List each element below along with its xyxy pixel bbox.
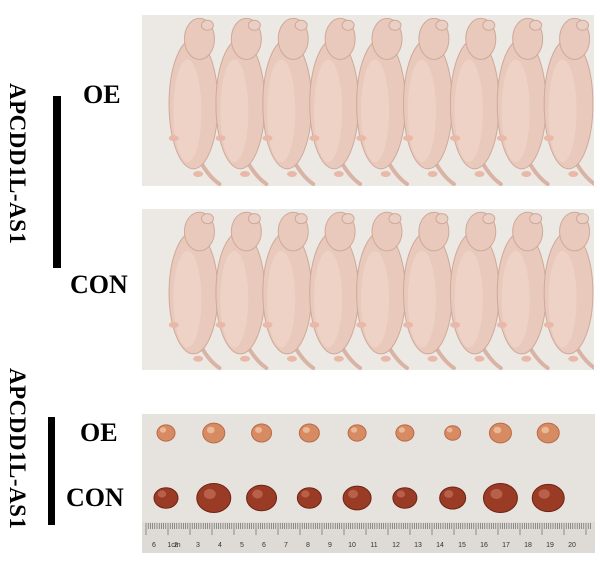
bottom-group-bar [48, 417, 55, 525]
top-con-label: CON [70, 270, 128, 299]
con-mouse-6 [403, 211, 456, 370]
bottom-con-label: CON [66, 483, 124, 512]
oe-mouse-7 [449, 17, 503, 186]
ruler-number: 11 [370, 542, 377, 549]
ruler-number: 19 [546, 542, 554, 549]
oe-mouse-5 [356, 17, 409, 186]
oe-tumor-1 [156, 424, 176, 442]
top-group-bar [53, 96, 61, 268]
con-mouse-3 [262, 211, 316, 370]
con-mouse-8 [496, 211, 550, 370]
oe-mice-photo [142, 15, 594, 186]
ruler-number: 14 [436, 542, 444, 549]
ruler-number: 18 [524, 542, 532, 549]
ruler-number: 2 [174, 542, 178, 549]
con-tumor-5 [342, 485, 372, 511]
con-mouse-2 [215, 211, 269, 370]
con-tumor-8 [482, 483, 518, 513]
tumors-photo: 6 1cm 2 3 4 5 6 7 8 9 10 11 12 13 14 15 16 17 18 19 20 [142, 414, 595, 553]
ruler-number: 15 [458, 542, 466, 549]
ruler-number: 5 [240, 542, 244, 549]
oe-mouse-6 [403, 17, 456, 186]
ruler-number: 12 [392, 542, 400, 549]
ruler-number: 13 [414, 542, 422, 549]
con-tumor-7 [439, 486, 467, 510]
ruler-number: 4 [218, 542, 222, 549]
con-mouse-5 [356, 211, 409, 370]
oe-tumor-4 [298, 423, 320, 443]
con-mouse-9 [543, 211, 594, 370]
ruler-number: 10 [348, 542, 356, 549]
ruler-number: 6 [262, 542, 266, 549]
ruler-number: 3 [196, 542, 200, 549]
oe-tumor-6 [395, 424, 415, 442]
ruler-number: 17 [502, 542, 510, 549]
top-vertical-label: APCDD1L-AS1 [5, 83, 30, 245]
oe-mouse-8 [496, 17, 550, 186]
con-mouse-1 [168, 211, 222, 370]
bottom-vertical-label: APCDD1L-AS1 [5, 368, 30, 530]
ruler-number: 9 [328, 542, 332, 549]
oe-mouse-3 [262, 17, 316, 186]
con-tumor-2 [196, 483, 232, 513]
con-mouse-7 [449, 211, 503, 370]
ruler-number: 8 [306, 542, 310, 549]
con-tumor-6 [392, 487, 418, 509]
ruler-number: 20 [568, 542, 576, 549]
oe-mouse-1 [168, 17, 222, 186]
oe-tumor-7 [444, 425, 462, 441]
con-tumor-3 [246, 484, 278, 512]
ruler-unit-label: 1cm [167, 542, 180, 549]
ruler-number: 7 [284, 542, 288, 549]
oe-mouse-2 [215, 17, 269, 186]
top-oe-label: OE [83, 80, 121, 109]
oe-tumor-3 [251, 423, 273, 443]
bottom-oe-label: OE [80, 418, 118, 447]
ruler-number: 16 [480, 542, 488, 549]
con-mice-photo [142, 209, 594, 370]
oe-tumor-9 [536, 422, 560, 444]
oe-tumor-2 [202, 422, 226, 444]
oe-tumor-5 [347, 424, 367, 442]
con-tumor-1 [153, 487, 179, 509]
con-tumor-9 [531, 483, 565, 513]
oe-mouse-4 [309, 17, 363, 186]
oe-mouse-9 [543, 17, 594, 186]
con-tumor-4 [296, 487, 322, 509]
con-mouse-4 [309, 211, 363, 370]
oe-tumor-8 [488, 422, 512, 444]
ruler-number: 6 [152, 542, 156, 549]
